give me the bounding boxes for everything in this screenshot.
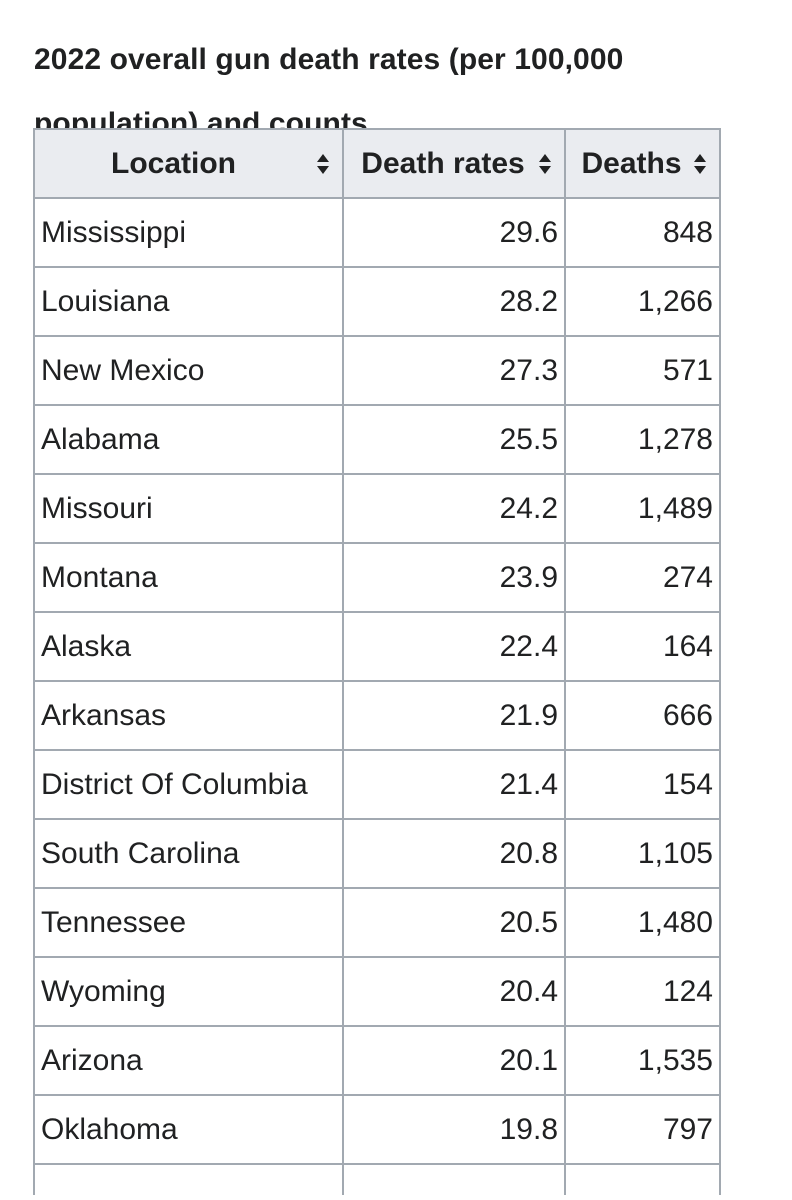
cell-location: New Mexico xyxy=(33,335,344,406)
column-header-deaths[interactable]: Deaths xyxy=(564,128,721,199)
table-row: Alaska 22.4 164 xyxy=(33,611,721,682)
cell-deaths: 848 xyxy=(564,197,721,268)
table-row-partial xyxy=(33,1163,721,1195)
cell-location: Arkansas xyxy=(33,680,344,751)
column-header-label: Death rates xyxy=(361,147,525,181)
sort-updown-icon[interactable] xyxy=(316,153,330,175)
cell-death-rate: 20.1 xyxy=(342,1025,566,1096)
cell-deaths: 154 xyxy=(564,749,721,820)
table-row: Arizona 20.1 1,535 xyxy=(33,1025,721,1096)
table-row: Wyoming 20.4 124 xyxy=(33,956,721,1027)
table-row: Missouri 24.2 1,489 xyxy=(33,473,721,544)
cell-death-rate: 21.9 xyxy=(342,680,566,751)
sort-updown-icon[interactable] xyxy=(538,153,552,175)
cell-death-rate: 20.4 xyxy=(342,956,566,1027)
table-row: Oklahoma 19.8 797 xyxy=(33,1094,721,1165)
table-row: District Of Columbia 21.4 154 xyxy=(33,749,721,820)
cell-death-rate: 20.5 xyxy=(342,887,566,958)
gun-death-table: Location Death rates Deaths xyxy=(33,128,721,1195)
cell-death-rate: 25.5 xyxy=(342,404,566,475)
cell-death-rate: 27.3 xyxy=(342,335,566,406)
cell-deaths: 666 xyxy=(564,680,721,751)
cell-empty xyxy=(33,1163,344,1195)
table-row: Louisiana 28.2 1,266 xyxy=(33,266,721,337)
cell-location: District Of Columbia xyxy=(33,749,344,820)
cell-death-rate: 28.2 xyxy=(342,266,566,337)
table-row: Mississippi 29.6 848 xyxy=(33,197,721,268)
cell-death-rate: 24.2 xyxy=(342,473,566,544)
cell-deaths: 1,105 xyxy=(564,818,721,889)
cell-deaths: 1,278 xyxy=(564,404,721,475)
caption-line-1: 2022 overall gun death rates (per 100,00… xyxy=(34,43,624,76)
cell-deaths: 164 xyxy=(564,611,721,682)
table-caption: 2022 overall gun death rates (per 100,00… xyxy=(34,28,734,156)
cell-death-rate: 29.6 xyxy=(342,197,566,268)
table-row: New Mexico 27.3 571 xyxy=(33,335,721,406)
table-row: Arkansas 21.9 666 xyxy=(33,680,721,751)
cell-death-rate: 20.8 xyxy=(342,818,566,889)
cell-location: Alabama xyxy=(33,404,344,475)
cell-death-rate: 21.4 xyxy=(342,749,566,820)
table-row: South Carolina 20.8 1,105 xyxy=(33,818,721,889)
cell-deaths: 571 xyxy=(564,335,721,406)
cell-location: South Carolina xyxy=(33,818,344,889)
cell-death-rate: 22.4 xyxy=(342,611,566,682)
cell-deaths: 1,489 xyxy=(564,473,721,544)
cell-empty xyxy=(564,1163,721,1195)
table-row: Tennessee 20.5 1,480 xyxy=(33,887,721,958)
column-header-label: Location xyxy=(111,147,236,181)
table-body: Mississippi 29.6 848 Louisiana 28.2 1,266 New … xyxy=(33,197,721,1195)
cell-deaths: 1,480 xyxy=(564,887,721,958)
cell-deaths: 1,266 xyxy=(564,266,721,337)
cell-location: Mississippi xyxy=(33,197,344,268)
cell-location: Oklahoma xyxy=(33,1094,344,1165)
table-row: Montana 23.9 274 xyxy=(33,542,721,613)
cell-location: Missouri xyxy=(33,473,344,544)
cell-death-rate: 19.8 xyxy=(342,1094,566,1165)
column-header-label: Deaths xyxy=(581,147,682,181)
cell-deaths: 124 xyxy=(564,956,721,1027)
table-header-row: Location Death rates Deaths xyxy=(33,128,721,199)
cell-empty xyxy=(342,1163,566,1195)
cell-location: Louisiana xyxy=(33,266,344,337)
cell-death-rate: 23.9 xyxy=(342,542,566,613)
table-row: Alabama 25.5 1,278 xyxy=(33,404,721,475)
cell-deaths: 1,535 xyxy=(564,1025,721,1096)
cell-deaths: 797 xyxy=(564,1094,721,1165)
cell-location: Tennessee xyxy=(33,887,344,958)
cell-deaths: 274 xyxy=(564,542,721,613)
cell-location: Wyoming xyxy=(33,956,344,1027)
sort-updown-icon[interactable] xyxy=(693,153,707,175)
cell-location: Arizona xyxy=(33,1025,344,1096)
cell-location: Alaska xyxy=(33,611,344,682)
cell-location: Montana xyxy=(33,542,344,613)
column-header-death-rates[interactable]: Death rates xyxy=(342,128,566,199)
column-header-location[interactable]: Location xyxy=(33,128,344,199)
